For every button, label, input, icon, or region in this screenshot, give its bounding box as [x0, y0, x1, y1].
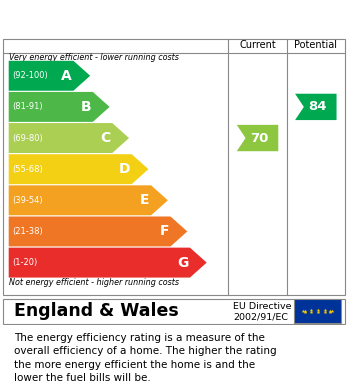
Text: C: C — [100, 131, 111, 145]
Text: D: D — [118, 162, 130, 176]
Text: 84: 84 — [309, 100, 327, 113]
Text: EU Directive: EU Directive — [233, 302, 292, 311]
Bar — [294, 300, 341, 323]
Text: B: B — [80, 100, 91, 114]
Text: Energy Efficiency Rating: Energy Efficiency Rating — [10, 11, 213, 26]
Polygon shape — [9, 248, 207, 278]
Polygon shape — [9, 154, 149, 184]
Text: (39-54): (39-54) — [12, 196, 43, 205]
Polygon shape — [295, 94, 337, 120]
Text: F: F — [159, 224, 169, 239]
Text: A: A — [61, 69, 72, 83]
Text: The energy efficiency rating is a measure of the
overall efficiency of a home. T: The energy efficiency rating is a measur… — [14, 333, 277, 383]
Text: 70: 70 — [251, 131, 269, 145]
Text: (81-91): (81-91) — [12, 102, 43, 111]
Polygon shape — [9, 123, 129, 153]
Text: Potential: Potential — [294, 39, 337, 50]
Text: (1-20): (1-20) — [12, 258, 38, 267]
Text: (55-68): (55-68) — [12, 165, 43, 174]
Text: G: G — [177, 256, 188, 270]
Text: Very energy efficient - lower running costs: Very energy efficient - lower running co… — [9, 53, 179, 62]
Text: (92-100): (92-100) — [12, 71, 48, 80]
Polygon shape — [9, 61, 90, 91]
Text: England & Wales: England & Wales — [14, 302, 179, 320]
Text: (69-80): (69-80) — [12, 134, 43, 143]
Text: 2002/91/EC: 2002/91/EC — [233, 312, 288, 321]
Polygon shape — [9, 217, 187, 246]
Text: Not energy efficient - higher running costs: Not energy efficient - higher running co… — [9, 278, 179, 287]
Text: Current: Current — [239, 39, 276, 50]
Polygon shape — [9, 185, 168, 215]
Polygon shape — [9, 92, 110, 122]
Text: (21-38): (21-38) — [12, 227, 43, 236]
Polygon shape — [237, 125, 278, 151]
Text: E: E — [140, 193, 149, 207]
